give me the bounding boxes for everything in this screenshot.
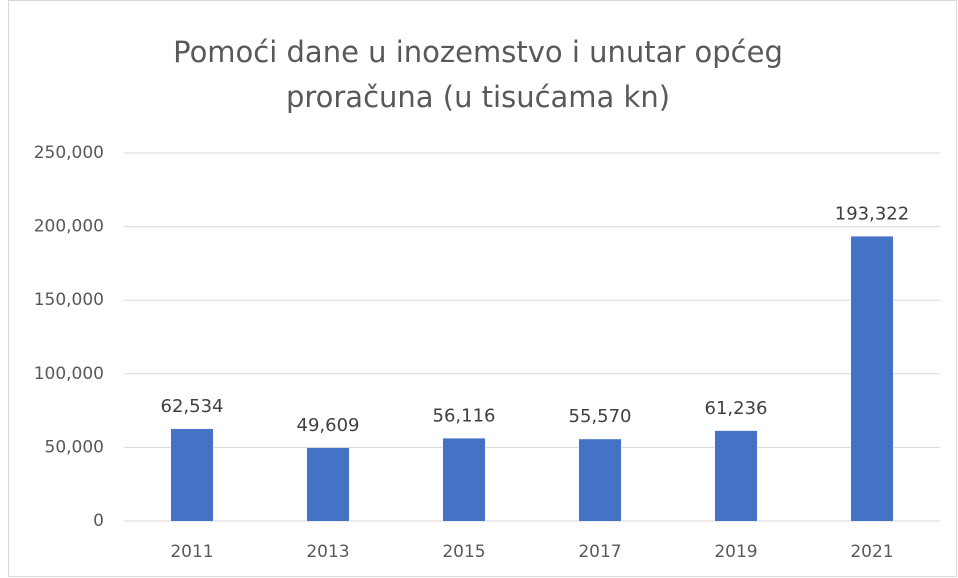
x-tick-label: 2015	[442, 542, 485, 562]
bar	[579, 439, 621, 521]
x-tick-label: 2013	[306, 542, 349, 562]
bar	[171, 428, 213, 521]
y-tick-label: 0	[93, 511, 104, 531]
chart-title: Pomoći dane u inozemstvo i unutar općeg	[173, 35, 783, 69]
bar	[443, 438, 485, 521]
data-label: 61,236	[705, 398, 768, 419]
x-tick-label: 2017	[578, 542, 621, 562]
bar	[307, 447, 349, 521]
y-tick-label: 200,000	[34, 217, 104, 237]
data-label: 62,534	[161, 396, 224, 417]
y-tick-label: 150,000	[34, 290, 104, 310]
data-label: 56,116	[433, 405, 496, 426]
x-tick-label: 2011	[170, 542, 213, 562]
y-tick-label: 250,000	[34, 143, 104, 163]
y-tick-label: 50,000	[45, 437, 104, 457]
x-tick-label: 2019	[714, 542, 757, 562]
data-label: 55,570	[569, 406, 632, 427]
x-tick-label: 2021	[850, 542, 893, 562]
data-label: 193,322	[835, 203, 909, 224]
y-tick-label: 100,000	[34, 364, 104, 384]
chart-title: proračuna (u tisućama kn)	[286, 80, 670, 114]
bar	[851, 236, 893, 521]
data-label: 49,609	[297, 415, 360, 436]
bar	[715, 430, 757, 521]
